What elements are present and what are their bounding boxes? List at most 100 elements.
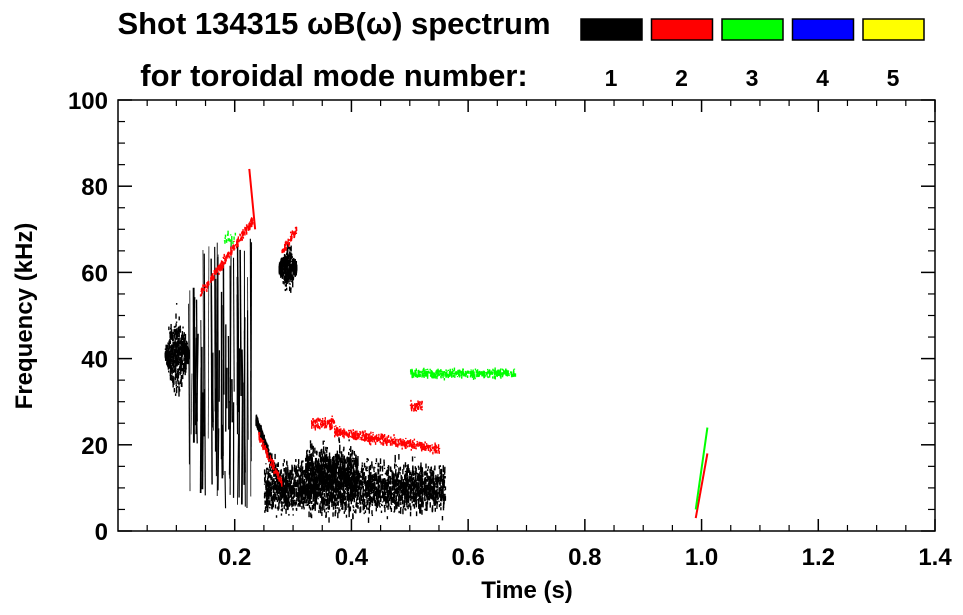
spectral-point: [313, 486, 316, 491]
spectral-point: [268, 468, 270, 472]
spectral-point: [301, 468, 303, 474]
spectral-point: [437, 476, 440, 480]
spectral-point: [277, 482, 279, 485]
spectral-point: [328, 505, 331, 510]
spectral-point: [423, 488, 426, 495]
spectral-streak: [241, 349, 244, 401]
spectral-point: [357, 491, 360, 495]
spectral-point: [166, 361, 168, 364]
spectral-point: [383, 467, 386, 470]
spectral-point: [181, 341, 183, 348]
spectral-point: [267, 447, 269, 449]
spectral-point: [350, 480, 352, 484]
spectral-point: [293, 260, 295, 265]
spectral-point: [352, 493, 355, 497]
spectral-point: [285, 482, 287, 486]
spectral-point: [395, 501, 398, 508]
spectral-point: [433, 477, 435, 480]
spectral-point: [173, 341, 175, 348]
spectral-point: [178, 356, 180, 361]
spectral-point: [389, 475, 391, 478]
spectral-point: [364, 504, 366, 508]
spectral-point: [433, 480, 435, 487]
spectral-point: [274, 487, 277, 490]
spectral-point: [174, 362, 176, 367]
spectral-point: [283, 261, 285, 263]
spectral-point: [407, 500, 409, 503]
spectral-point: [289, 256, 292, 261]
legend-label-mode-5: 5: [887, 65, 900, 91]
spectral-point: [393, 463, 396, 469]
spectral-point: [266, 505, 268, 509]
spectral-point: [393, 486, 395, 491]
spectral-point: [168, 359, 170, 362]
spectral-point: [178, 368, 181, 371]
spectral-point: [291, 276, 293, 282]
spectral-point: [402, 505, 405, 509]
spectral-point: [371, 504, 374, 506]
spectral-point: [322, 440, 324, 445]
spectral-point: [359, 503, 361, 505]
spectral-point: [414, 502, 417, 505]
spectral-point: [347, 482, 349, 487]
spectral-point: [340, 498, 342, 503]
spectral-point: [326, 488, 329, 491]
spectral-point: [345, 485, 348, 489]
spectral-point: [319, 492, 322, 498]
spectral-point: [335, 489, 337, 495]
spectral-point: [293, 464, 296, 471]
spectral-point: [363, 494, 365, 497]
spectral-point: [282, 257, 284, 263]
spectral-point: [313, 455, 315, 457]
spectral-point: [344, 474, 347, 478]
spectral-point: [279, 492, 282, 496]
spectral-point: [311, 500, 313, 505]
spectral-point: [312, 466, 314, 472]
spectral-point: [388, 494, 390, 500]
spectral-point: [405, 493, 408, 498]
spectral-point: [416, 485, 418, 487]
spectral-point: [383, 504, 386, 508]
spectral-point: [395, 476, 397, 482]
spectral-point: [409, 503, 411, 508]
spectral-point: [171, 346, 173, 349]
spectral-point: [400, 506, 402, 509]
spectral-point: [281, 264, 284, 270]
spectral-point: [334, 454, 337, 458]
spectral-point: [340, 483, 342, 488]
spectral-point: [279, 488, 281, 491]
spectral-point: [355, 501, 358, 504]
legend-label-mode-4: 4: [816, 65, 829, 91]
spectral-point: [323, 496, 325, 503]
spectral-point: [178, 329, 180, 334]
spectral-point: [403, 498, 406, 500]
spectral-point: [281, 261, 284, 266]
spectral-point: [171, 374, 173, 381]
spectral-point: [362, 507, 364, 511]
spectral-point: [424, 509, 426, 511]
spectral-point: [292, 500, 294, 507]
spectral-point: [276, 490, 278, 496]
spectral-point: [440, 497, 442, 500]
spectral-point: [436, 485, 439, 488]
spectral-point: [166, 349, 168, 353]
spectral-point: [351, 496, 354, 502]
spectral-point: [278, 491, 280, 495]
spectral-point: [419, 487, 422, 490]
spectral-point: [185, 342, 187, 348]
spectral-point: [396, 466, 398, 468]
spectral-point: [414, 472, 416, 476]
spectral-point: [352, 505, 354, 508]
spectral-point: [369, 480, 372, 486]
spectral-point: [411, 480, 413, 482]
spectral-point: [177, 360, 180, 366]
spectral-point: [345, 496, 347, 498]
spectral-point: [275, 484, 277, 486]
spectral-point: [371, 496, 373, 503]
spectral-point: [423, 478, 426, 483]
spectral-point: [316, 461, 319, 464]
spectral-point: [313, 484, 316, 487]
spectral-point: [287, 483, 289, 488]
spectral-point: [415, 489, 417, 496]
spectral-point: [385, 491, 387, 496]
